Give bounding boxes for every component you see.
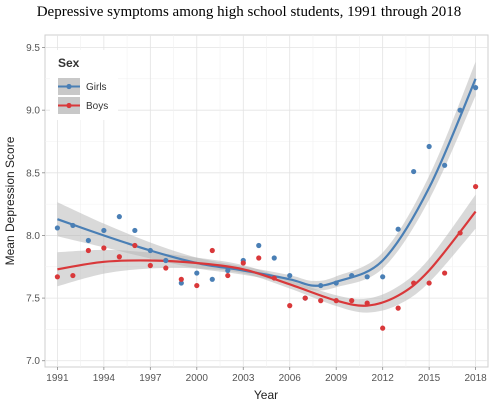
data-point-boys: [333, 298, 339, 304]
data-point-girls: [426, 143, 432, 150]
x-axis-ticks: 1991 1994 1997 2000 2003 2006 2009 2012 2015 2018: [46, 367, 487, 384]
data-point-girls: [256, 242, 262, 249]
data-point-girls: [457, 107, 463, 113]
data-point-boys: [209, 247, 215, 254]
trend-lines: [57, 78, 477, 307]
x-tick-label: 2018: [464, 373, 487, 384]
trend-line-boys: [57, 210, 477, 307]
data-point-boys: [302, 295, 308, 301]
data-point-girls: [85, 237, 91, 244]
data-point-boys: [271, 275, 277, 281]
x-tick-label: 1991: [46, 373, 69, 384]
x-tick-label: 2012: [372, 373, 395, 384]
y-tick-label: 7.5: [26, 294, 40, 305]
chart-title: Depressive symptoms among high school st…: [37, 4, 462, 20]
legend: Sex Girls Boys: [50, 50, 118, 120]
x-tick-label: 2015: [418, 373, 441, 384]
x-tick-label: 1994: [93, 373, 116, 384]
data-point-boys: [116, 254, 122, 260]
x-tick-label: 2000: [186, 373, 209, 384]
data-point-boys: [364, 300, 370, 306]
data-point-boys: [85, 247, 91, 254]
confidence-band-boys: [57, 194, 476, 313]
data-point-boys: [163, 265, 169, 271]
trend-line-girls: [57, 78, 477, 287]
legend-key-girls-point: [66, 83, 72, 90]
data-point-boys: [318, 298, 324, 304]
data-point-girls: [271, 255, 277, 261]
data-point-girls: [70, 222, 76, 229]
data-point-boys: [132, 242, 138, 249]
data-point-boys: [178, 276, 184, 282]
data-point-girls: [333, 280, 339, 286]
data-point-boys: [426, 280, 432, 286]
legend-label-girls: Girls: [86, 82, 107, 93]
y-axis-label: Mean Depression Score: [3, 136, 17, 265]
data-point-girls: [101, 227, 107, 234]
data-point-girls: [442, 162, 448, 168]
data-point-girls: [411, 168, 417, 175]
x-tick-label: 2006: [279, 373, 302, 384]
y-tick-label: 9.5: [26, 43, 40, 54]
data-point-boys: [256, 255, 262, 261]
data-point-boys: [287, 303, 293, 309]
data-point-boys: [240, 260, 246, 266]
data-point-girls: [225, 267, 231, 274]
data-point-girls: [395, 226, 401, 232]
data-point-boys: [101, 245, 107, 251]
data-point-boys: [147, 262, 153, 269]
data-point-girls: [132, 227, 138, 234]
data-point-girls: [349, 272, 355, 279]
y-axis-ticks: 7.0 7.5 8.0 8.5 9.0 9.5: [26, 43, 45, 367]
data-point-boys: [457, 230, 463, 236]
data-point-girls: [364, 274, 370, 280]
data-point-boys: [349, 298, 355, 304]
data-point-boys: [194, 282, 200, 289]
y-tick-label: 8.0: [26, 231, 40, 242]
data-point-girls: [163, 257, 169, 264]
x-tick-label: 1997: [139, 373, 162, 384]
data-point-girls: [116, 214, 122, 220]
data-point-girls: [194, 270, 200, 276]
data-point-boys: [54, 274, 60, 280]
data-point-girls: [287, 272, 293, 279]
data-point-boys: [442, 270, 448, 276]
data-points: [54, 85, 479, 331]
data-point-boys: [411, 280, 417, 286]
data-point-girls: [318, 282, 324, 289]
y-tick-label: 7.0: [26, 356, 40, 367]
y-tick-label: 9.0: [26, 106, 40, 117]
data-point-boys: [395, 305, 401, 311]
y-tick-label: 8.5: [26, 168, 40, 179]
data-point-girls: [473, 85, 479, 91]
legend-title: Sex: [58, 56, 80, 70]
data-point-girls: [209, 276, 215, 282]
data-point-boys: [225, 272, 231, 279]
x-tick-label: 2003: [232, 373, 255, 384]
data-point-girls: [54, 225, 60, 231]
x-axis-label: Year: [254, 388, 278, 402]
confidence-bands: [57, 61, 476, 313]
data-point-girls: [178, 280, 184, 286]
data-point-boys: [473, 183, 479, 190]
data-point-boys: [380, 325, 386, 331]
legend-key-boys-point: [66, 102, 72, 109]
legend-label-boys: Boys: [86, 101, 108, 112]
data-point-boys: [70, 272, 76, 279]
data-point-girls: [380, 274, 386, 280]
x-tick-label: 2009: [325, 373, 348, 384]
data-point-girls: [147, 247, 153, 254]
